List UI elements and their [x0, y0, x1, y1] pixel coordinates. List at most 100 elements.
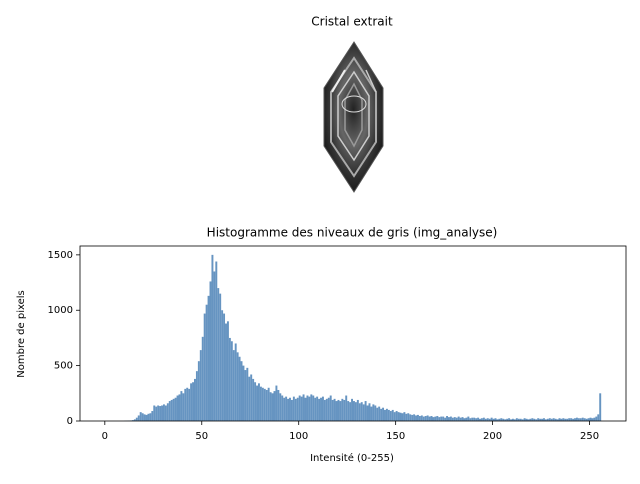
bar [144, 414, 146, 421]
bar [235, 343, 237, 421]
bar [219, 294, 221, 421]
bar [229, 338, 231, 421]
bar [254, 382, 256, 421]
bar [314, 398, 316, 421]
bar [444, 418, 446, 421]
bar [299, 396, 301, 421]
bar [543, 418, 545, 421]
bar [467, 417, 469, 421]
bar [337, 400, 339, 421]
bar [305, 398, 307, 421]
bar [409, 414, 411, 421]
bar [281, 396, 283, 421]
bar [378, 407, 380, 421]
bar [427, 415, 429, 421]
bar [202, 337, 204, 421]
bar [403, 412, 405, 421]
bar [454, 417, 456, 421]
bar [151, 411, 153, 421]
bar [446, 416, 448, 421]
bar [206, 305, 208, 421]
bar [239, 357, 241, 421]
bar [322, 397, 324, 421]
bar [334, 399, 336, 421]
bar [153, 405, 155, 421]
bar [165, 405, 167, 421]
bar [275, 386, 277, 421]
bar [283, 398, 285, 421]
bar [345, 396, 347, 421]
bar [591, 418, 593, 421]
bar [553, 418, 555, 421]
bar [339, 401, 341, 421]
bar [147, 414, 149, 421]
bar [274, 391, 276, 421]
bar [332, 400, 334, 421]
bar [516, 418, 518, 421]
bar [159, 406, 161, 421]
bar [460, 418, 462, 421]
bar [237, 352, 239, 421]
bar [374, 405, 376, 421]
bar [328, 398, 330, 421]
x-axis-label: Intensité (0-255) [310, 452, 394, 464]
bar [343, 400, 345, 421]
bar [448, 417, 450, 421]
bar [196, 371, 198, 421]
bar [312, 396, 314, 421]
bar [266, 390, 268, 421]
bar [456, 418, 458, 421]
bar [487, 418, 489, 421]
bar [248, 377, 250, 421]
bar [421, 415, 423, 421]
bar [177, 396, 179, 421]
bar [330, 396, 332, 421]
bar [531, 418, 533, 421]
bar [252, 379, 254, 421]
bar [584, 418, 586, 421]
bar [458, 417, 460, 421]
x-tick-label: 0 [102, 431, 108, 442]
bar [398, 412, 400, 421]
bar [186, 388, 188, 421]
bar [401, 413, 403, 421]
bar [369, 403, 371, 421]
image-title: Cristal extrait [311, 15, 393, 29]
bar [157, 405, 159, 421]
bar [452, 418, 454, 421]
bar [363, 404, 365, 421]
bar [211, 255, 213, 421]
bar [289, 398, 291, 421]
x-tick-label: 50 [195, 431, 208, 442]
bar [279, 393, 281, 421]
bar [432, 417, 434, 421]
bar [264, 389, 266, 421]
bar [138, 415, 140, 421]
bar [537, 418, 539, 421]
bar [431, 416, 433, 421]
y-axis-label: Nombre de pixels [16, 290, 27, 377]
bar [382, 408, 384, 421]
bar [351, 399, 353, 421]
bar [347, 401, 349, 421]
bar [438, 417, 440, 421]
bar [169, 401, 171, 421]
bar [178, 394, 180, 421]
bar [287, 399, 289, 421]
bar [464, 418, 466, 421]
bar [233, 350, 235, 421]
bar [471, 418, 473, 421]
bar [570, 418, 572, 421]
bar [146, 415, 148, 421]
bar [407, 413, 409, 421]
bar [423, 417, 425, 421]
bar [394, 412, 396, 421]
bar [285, 397, 287, 421]
bar [495, 418, 497, 421]
bar [277, 390, 279, 421]
bar [588, 418, 590, 421]
bar [324, 400, 326, 421]
bar [208, 296, 210, 421]
bar [303, 394, 305, 421]
